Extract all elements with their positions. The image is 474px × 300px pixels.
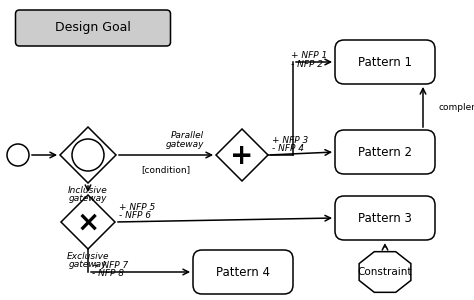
Text: Pattern 4: Pattern 4	[216, 266, 270, 278]
Text: - NFP 4: - NFP 4	[272, 144, 304, 153]
FancyBboxPatch shape	[193, 250, 293, 294]
FancyBboxPatch shape	[335, 40, 435, 84]
Text: Constraint: Constraint	[358, 267, 412, 277]
Text: gateway: gateway	[69, 260, 107, 269]
Text: Pattern 3: Pattern 3	[358, 212, 412, 224]
FancyBboxPatch shape	[16, 10, 171, 46]
Polygon shape	[216, 129, 268, 181]
Text: Design Goal: Design Goal	[55, 22, 131, 34]
Text: gateway: gateway	[165, 140, 204, 149]
Text: +: +	[230, 142, 254, 170]
Text: - NFP 6: - NFP 6	[119, 211, 151, 220]
Text: [condition]: [condition]	[141, 165, 191, 174]
Text: complements: complements	[439, 103, 474, 112]
Text: + NFP 3: + NFP 3	[272, 136, 308, 145]
Text: Pattern 2: Pattern 2	[358, 146, 412, 158]
Text: Parallel: Parallel	[171, 131, 204, 140]
Polygon shape	[61, 195, 115, 249]
Text: - NFP 2: - NFP 2	[291, 60, 323, 69]
FancyBboxPatch shape	[335, 130, 435, 174]
Text: Pattern 1: Pattern 1	[358, 56, 412, 68]
Polygon shape	[60, 127, 116, 183]
Text: - NFP 8: - NFP 8	[92, 269, 124, 278]
Text: Exclusive: Exclusive	[67, 252, 109, 261]
FancyBboxPatch shape	[335, 196, 435, 240]
Text: ×: ×	[76, 209, 100, 237]
Circle shape	[7, 144, 29, 166]
Circle shape	[72, 139, 104, 171]
Text: + NFP 7: + NFP 7	[92, 261, 128, 270]
Text: Inclusive: Inclusive	[68, 186, 108, 195]
Text: + NFP 1: + NFP 1	[291, 51, 327, 60]
Text: gateway: gateway	[69, 194, 107, 203]
Text: + NFP 5: + NFP 5	[119, 203, 155, 212]
Polygon shape	[359, 252, 411, 292]
